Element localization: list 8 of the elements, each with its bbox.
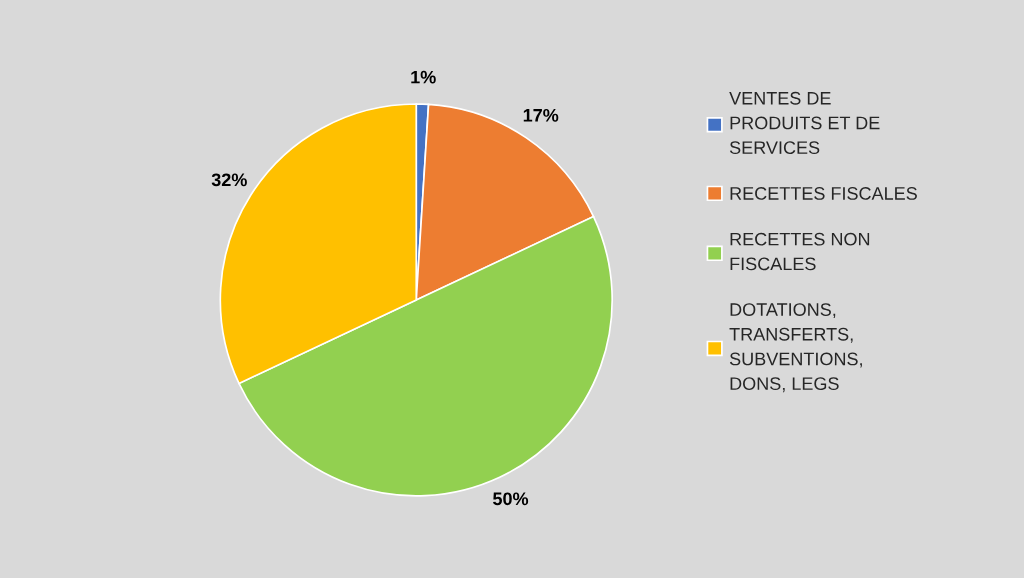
data-label: 32% <box>211 173 247 187</box>
data-label: 50% <box>493 492 529 506</box>
data-label: 1% <box>411 70 436 84</box>
legend-label: RECETTES NON FISCALES <box>730 232 870 271</box>
legend-label: DOTATIONS, TRANSFERTS, SUBVENTIONS, DONS, LEGS <box>729 303 862 393</box>
legend-label: RECETTES FISCALES <box>730 187 917 200</box>
legend-label: VENTES DE PRODUITS ET DE SERVICES <box>729 91 880 155</box>
data-label: 17% <box>523 108 559 122</box>
